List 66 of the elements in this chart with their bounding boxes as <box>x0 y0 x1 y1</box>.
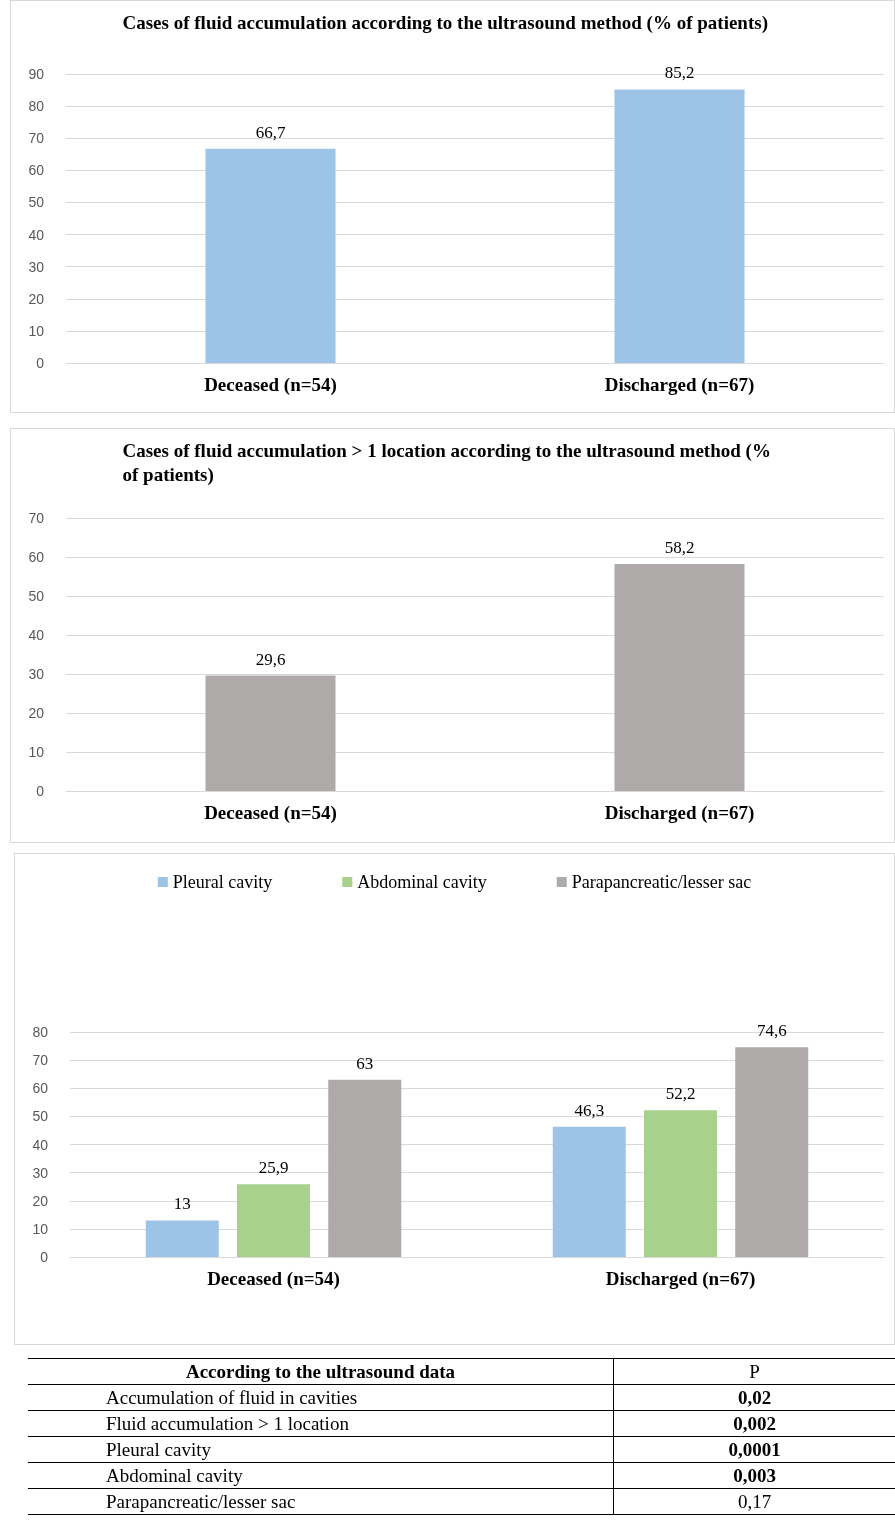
data-label: 66,7 <box>255 122 286 142</box>
y-tick-label: 50 <box>28 588 45 604</box>
bar <box>145 1220 219 1257</box>
y-tick-label: 30 <box>32 1164 49 1181</box>
y-tick-label: 20 <box>32 1192 49 1209</box>
y-tick-label: 70 <box>32 1052 49 1069</box>
data-label: 74,6 <box>756 1021 787 1041</box>
y-tick-label: 10 <box>32 1220 49 1237</box>
y-tick-label: 50 <box>32 1108 49 1125</box>
legend-label: Parapancreatic/lesser sac <box>571 872 752 892</box>
y-tick-label: 0 <box>40 1249 49 1265</box>
y-tick-label: 40 <box>32 1136 49 1153</box>
text: 0,0001 <box>728 1438 781 1460</box>
data-label: 63 <box>356 1053 374 1073</box>
x-tick-label: Discharged (n=67) <box>605 1268 756 1290</box>
y-tick-label: 90 <box>28 66 45 82</box>
category-label: Pleural cavity <box>28 1436 614 1463</box>
y-tick-label: 50 <box>28 194 45 211</box>
legend-label: Abdominal cavity <box>357 872 487 892</box>
y-tick-label: 80 <box>28 98 45 115</box>
y-tick-label: 80 <box>32 1024 49 1040</box>
text: 0,003 <box>733 1464 776 1486</box>
y-tick-label: 30 <box>28 258 45 275</box>
y-tick-label: 10 <box>28 322 45 339</box>
data-label: 25,9 <box>258 1158 289 1178</box>
y-tick-label: 30 <box>28 666 45 682</box>
y-tick-label: 70 <box>28 510 45 526</box>
bar <box>735 1047 809 1257</box>
bar <box>644 1110 717 1257</box>
bar <box>552 1126 626 1257</box>
x-tick-label: Deceased (n=54) <box>204 374 337 396</box>
text: 0,17 <box>737 1490 772 1512</box>
bar <box>328 1079 402 1257</box>
x-tick-label: Deceased (n=54) <box>204 802 337 824</box>
y-tick-label: 20 <box>28 705 45 721</box>
y-tick-label: 40 <box>28 627 45 643</box>
data-label: 46,3 <box>574 1100 605 1120</box>
data-label: 29,6 <box>255 649 286 669</box>
y-tick-label: 60 <box>28 549 45 565</box>
category-label: Abdominal cavity <box>28 1462 614 1489</box>
text: According to the ultrasound data <box>28 1358 614 1385</box>
x-tick-label: Discharged (n=67) <box>604 802 755 824</box>
y-tick-label: 0 <box>36 783 45 799</box>
legend-label: Pleural cavity <box>172 872 273 892</box>
x-tick-label: Discharged (n=67) <box>604 374 755 396</box>
y-tick-label: 0 <box>36 355 45 371</box>
y-tick-label: 20 <box>28 290 45 307</box>
data-label: 58,2 <box>664 538 695 558</box>
bar <box>237 1184 310 1257</box>
y-tick-label: 10 <box>28 744 45 760</box>
y-tick-label: 60 <box>32 1080 49 1097</box>
category-label: Parapancreatic/lesser sac <box>28 1488 614 1515</box>
x-tick-label: Deceased (n=54) <box>207 1268 340 1290</box>
chart-title: Cases of fluid accumulation > 1 location according to the ultrasound method (% of patients) <box>122 439 776 486</box>
data-label: 85,2 <box>664 63 695 83</box>
chart-title: Cases of fluid accumulation according to the ultrasound method (% of patients) <box>122 11 768 34</box>
y-tick-label: 40 <box>28 226 45 243</box>
y-tick-label: 70 <box>28 130 45 147</box>
text: P <box>613 1358 895 1385</box>
data-label: 52,2 <box>665 1084 696 1104</box>
category-label: Fluid accumulation > 1 location <box>28 1410 614 1437</box>
data-label: 13 <box>173 1194 191 1214</box>
category-label: Accumulation of fluid in cavities <box>28 1384 614 1411</box>
y-tick-label: 60 <box>28 162 45 179</box>
text: 0,002 <box>733 1412 776 1434</box>
text: 0,02 <box>737 1386 772 1408</box>
